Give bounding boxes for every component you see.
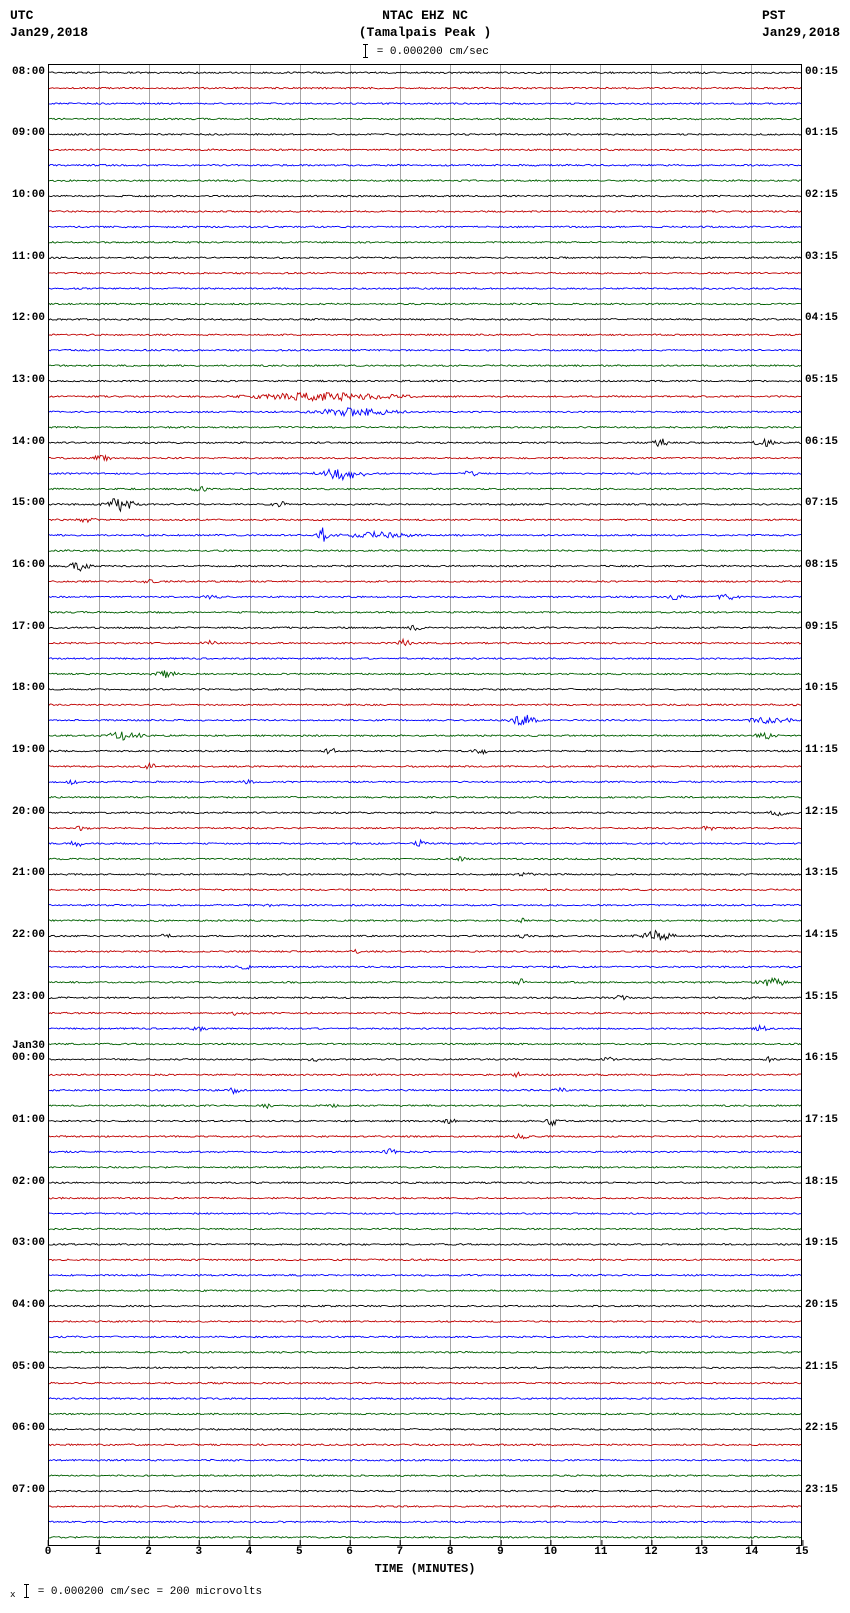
utc-hour-label: 09:00 (12, 127, 49, 139)
utc-hour-label: 02:00 (12, 1176, 49, 1188)
right-date: Jan29,2018 (762, 25, 840, 42)
utc-hour-label: 16:00 (12, 559, 49, 571)
utc-hour-label: 03:00 (12, 1237, 49, 1249)
seismic-trace (49, 65, 801, 1545)
x-axis-title: TIME (MINUTES) (48, 1562, 802, 1576)
header-left: UTC Jan29,2018 (10, 8, 88, 42)
footer-sub: x (10, 1589, 16, 1600)
utc-hour-label: 15:00 (12, 497, 49, 509)
seismogram-plot: 08:0000:1509:0001:1510:0002:1511:0003:15… (48, 64, 802, 1546)
utc-hour-label: 17:00 (12, 621, 49, 633)
pst-hour-label: 03:15 (801, 251, 838, 263)
pst-hour-label: 04:15 (801, 312, 838, 324)
pst-hour-label: 11:15 (801, 744, 838, 756)
x-tick: 7 (397, 1546, 404, 1558)
pst-hour-label: 00:15 (801, 66, 838, 78)
right-tz: PST (762, 8, 840, 25)
pst-hour-label: 15:15 (801, 991, 838, 1003)
x-tick: 12 (645, 1546, 658, 1558)
x-tick: 4 (246, 1546, 253, 1558)
pst-hour-label: 08:15 (801, 559, 838, 571)
x-tick: 13 (695, 1546, 708, 1558)
left-date: Jan29,2018 (10, 25, 88, 42)
pst-hour-label: 06:15 (801, 436, 838, 448)
pst-hour-label: 23:15 (801, 1484, 838, 1496)
station-id: NTAC EHZ NC (359, 8, 492, 25)
pst-hour-label: 01:15 (801, 127, 838, 139)
pst-hour-label: 21:15 (801, 1361, 838, 1373)
utc-hour-label: 23:00 (12, 991, 49, 1003)
utc-hour-label: 13:00 (12, 374, 49, 386)
utc-hour-label: 04:00 (12, 1299, 49, 1311)
plot-wrap: 08:00 00:15 09:00 01:15 10:00 02:15 11:00 03:15… (10, 64, 840, 1578)
scale-bar-icon (365, 44, 366, 58)
x-tick: 11 (594, 1546, 607, 1558)
utc-hour-label: 01:00 (12, 1114, 49, 1126)
footer-text: = 0.000200 cm/sec = 200 microvolts (38, 1586, 262, 1598)
pst-hour-label: 05:15 (801, 374, 838, 386)
pst-hour-label: 22:15 (801, 1422, 838, 1434)
x-tick: 14 (745, 1546, 758, 1558)
seismogram-container: UTC Jan29,2018 NTAC EHZ NC (Tamalpais Pe… (0, 0, 850, 1610)
utc-hour-label: 10:00 (12, 189, 49, 201)
utc-hour-label: 07:00 (12, 1484, 49, 1496)
utc-hour-label: 12:00 (12, 312, 49, 324)
x-tick: 10 (544, 1546, 557, 1558)
x-tick: 0 (45, 1546, 52, 1558)
header-right: PST Jan29,2018 (762, 8, 840, 42)
x-tick: 2 (145, 1546, 152, 1558)
pst-hour-label: 10:15 (801, 682, 838, 694)
utc-hour-label: 22:00 (12, 929, 49, 941)
pst-hour-label: 12:15 (801, 806, 838, 818)
x-tick: 8 (447, 1546, 454, 1558)
pst-hour-label: 17:15 (801, 1114, 838, 1126)
x-tick: 9 (497, 1546, 504, 1558)
left-tz: UTC (10, 8, 88, 25)
x-axis: TIME (MINUTES) 0123456789101112131415 (48, 1546, 802, 1578)
pst-hour-label: 13:15 (801, 867, 838, 879)
x-tick: 6 (346, 1546, 353, 1558)
utc-hour-label: 21:00 (12, 867, 49, 879)
utc-hour-label: 20:00 (12, 806, 49, 818)
pst-hour-label: 14:15 (801, 929, 838, 941)
pst-hour-label: 09:15 (801, 621, 838, 633)
pst-hour-label: 02:15 (801, 189, 838, 201)
pst-hour-label: 07:15 (801, 497, 838, 509)
utc-hour-label: 14:00 (12, 436, 49, 448)
x-tick: 1 (95, 1546, 102, 1558)
pst-hour-label: 20:15 (801, 1299, 838, 1311)
utc-hour-label: 18:00 (12, 682, 49, 694)
x-tick: 3 (195, 1546, 202, 1558)
station-name: (Tamalpais Peak ) (359, 25, 492, 42)
x-tick: 5 (296, 1546, 303, 1558)
utc-hour-label: 00:00 (12, 1052, 49, 1064)
utc-hour-label: 19:00 (12, 744, 49, 756)
utc-hour-label: 05:00 (12, 1361, 49, 1373)
utc-hour-label: 06:00 (12, 1422, 49, 1434)
pst-hour-label: 16:15 (801, 1052, 838, 1064)
utc-hour-label: 08:00 (12, 66, 49, 78)
footer: x = 0.000200 cm/sec = 200 microvolts (0, 1578, 850, 1610)
pst-hour-label: 19:15 (801, 1237, 838, 1249)
header: UTC Jan29,2018 NTAC EHZ NC (Tamalpais Pe… (0, 0, 850, 59)
scale-info: = 0.000200 cm/sec (359, 44, 492, 59)
header-center: NTAC EHZ NC (Tamalpais Peak ) = 0.000200… (359, 8, 492, 59)
pst-hour-label: 18:15 (801, 1176, 838, 1188)
footer-scale-bar-icon (26, 1584, 27, 1598)
x-tick: 15 (795, 1546, 808, 1558)
utc-date-break: Jan30 (12, 1040, 49, 1052)
utc-hour-label: 11:00 (12, 251, 49, 263)
scale-label: = 0.000200 cm/sec (377, 46, 489, 58)
